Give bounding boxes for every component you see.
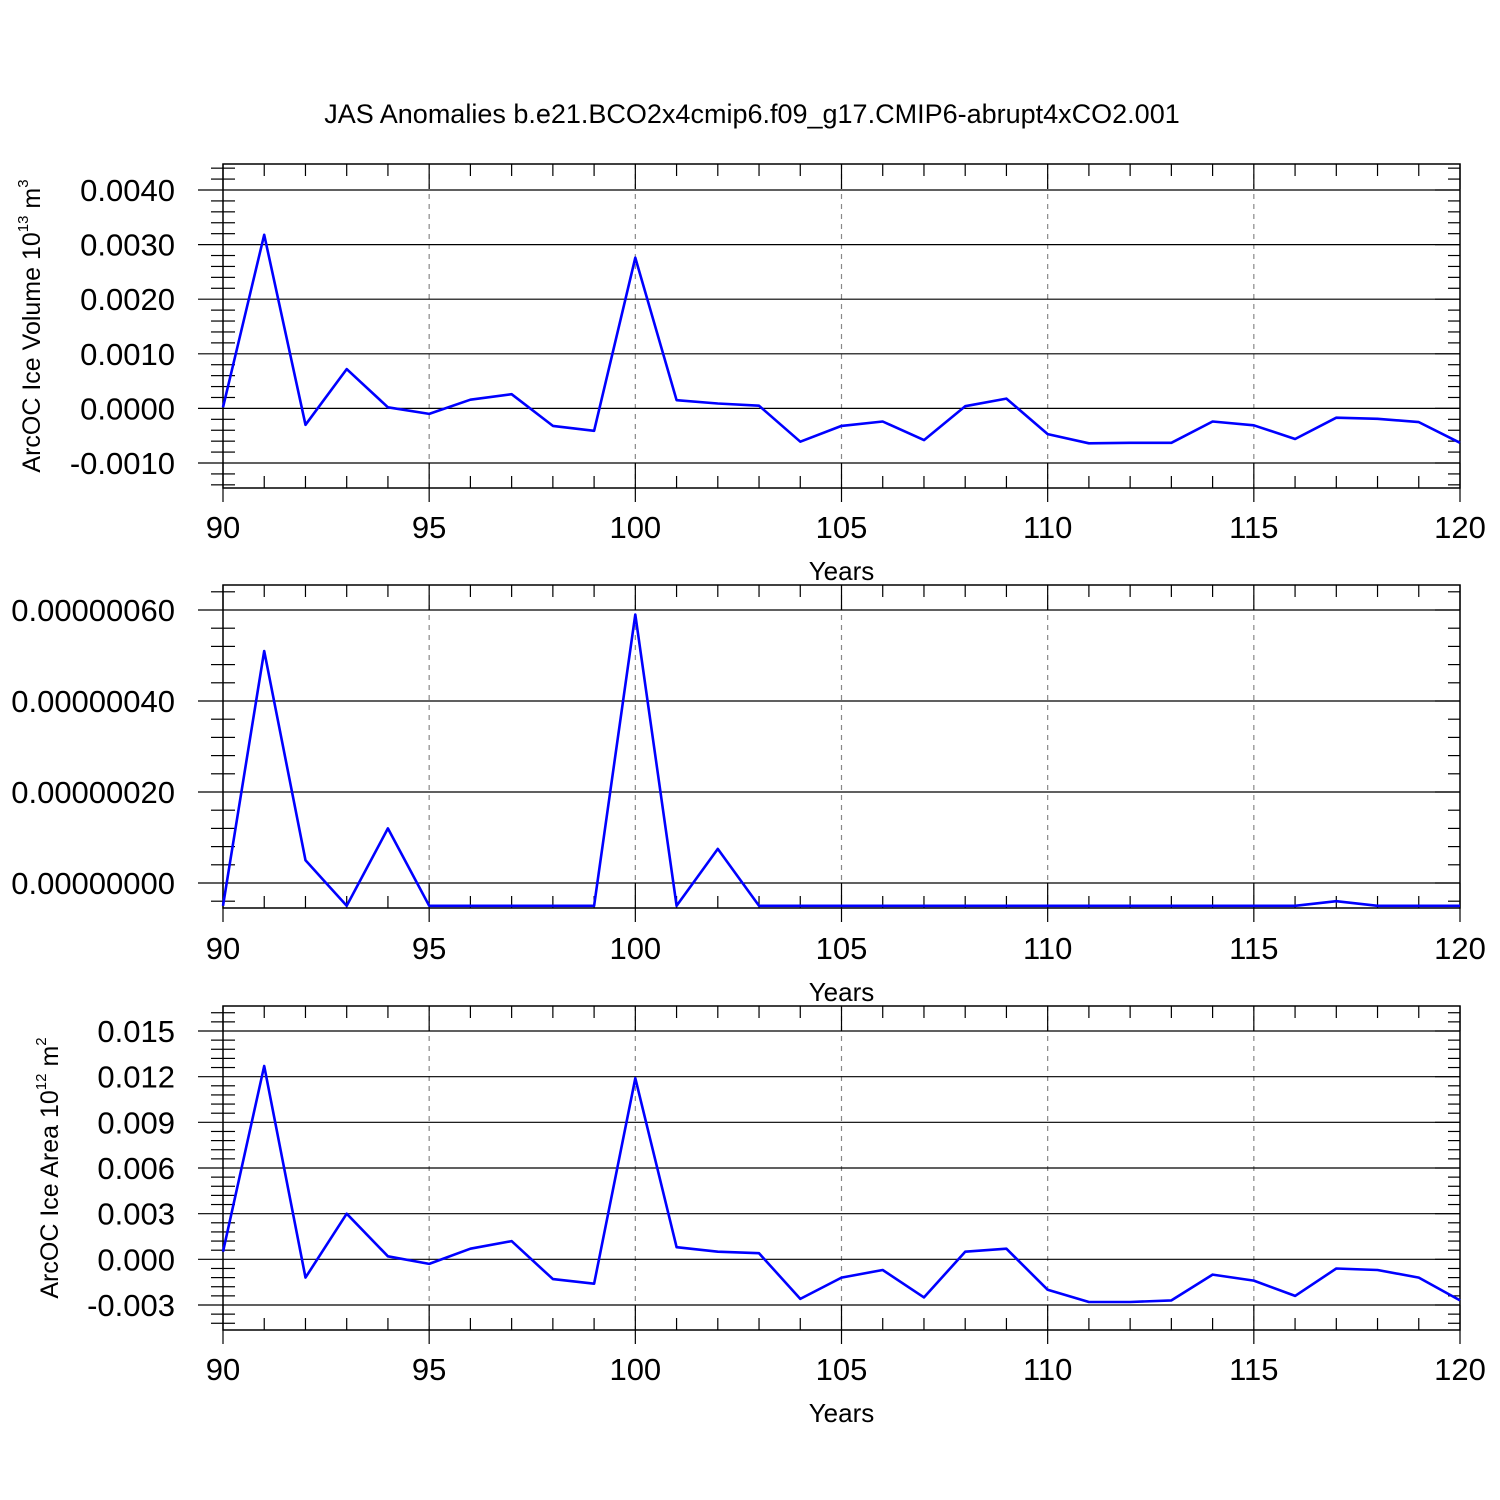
x-tick-label: 105 <box>816 510 868 545</box>
x-axis-label: Years <box>809 977 875 1007</box>
y-tick-label: -0.003 <box>87 1288 175 1323</box>
y-axis-label-exponent: 12 <box>33 1074 50 1091</box>
y-tick-label: 0.00000020 <box>11 775 175 810</box>
y-axis-label: ArcOC Ice Area 1012 m2 <box>33 1037 64 1298</box>
x-tick-label: 120 <box>1434 1352 1486 1387</box>
x-axis-label: Years <box>809 556 875 586</box>
series-line <box>221 233 1461 445</box>
y-tick-label: 0.000 <box>97 1242 175 1277</box>
x-tick-label: 90 <box>206 1352 240 1387</box>
y-axis-label-unit-exponent: 2 <box>33 1037 50 1045</box>
y-tick-label: 0.0010 <box>80 337 175 372</box>
figure-title: JAS Anomalies b.e21.BCO2x4cmip6.f09_g17.… <box>324 99 1179 129</box>
x-tick-label: 110 <box>1023 1352 1072 1387</box>
y-tick-label: 0.0000 <box>80 391 175 426</box>
x-tick-label: 95 <box>412 1352 446 1387</box>
x-tick-label: 120 <box>1434 931 1486 966</box>
y-tick-label: 0.0020 <box>80 282 175 317</box>
x-tick-label: 100 <box>609 931 661 966</box>
y-tick-label: 0.012 <box>97 1060 175 1095</box>
y-tick-label: 0.00000000 <box>11 866 175 901</box>
y-tick-label: 0.0030 <box>80 228 175 263</box>
panels: 90 95 100 105 110 115 120 -0.0010 0.0000 0.0010 0.… <box>11 163 1486 1428</box>
x-tick-label: 115 <box>1229 1352 1278 1387</box>
y-tick-label: 0.003 <box>97 1197 175 1232</box>
series-line <box>221 1064 1461 1304</box>
panel-3: 90 95 100 105 110 115 120 -0.003 0.000 0.003 0.006… <box>33 1005 1486 1428</box>
x-tick-label: 90 <box>206 510 240 545</box>
x-tick-label: 115 <box>1229 510 1278 545</box>
x-tick-label: 95 <box>412 510 446 545</box>
y-tick-label: 0.015 <box>97 1014 175 1049</box>
x-tick-label: 110 <box>1023 510 1072 545</box>
y-axis-label-unit: m <box>36 1046 64 1074</box>
y-tick-label: 0.00000040 <box>11 684 175 719</box>
y-tick-label: 0.009 <box>97 1105 175 1140</box>
x-tick-label: 110 <box>1023 931 1072 966</box>
x-tick-label: 115 <box>1229 931 1278 966</box>
x-tick-label: 100 <box>609 1352 661 1387</box>
series-line <box>221 613 1460 908</box>
y-axis-label-unit-exponent: 3 <box>15 179 32 187</box>
y-axis-label-exponent: 13 <box>15 216 32 233</box>
x-axis-label: Years <box>809 1398 875 1428</box>
y-axis-label: ArcOC Ice Volume 1013 m3 <box>15 179 46 472</box>
y-tick-label: -0.0010 <box>70 446 175 481</box>
x-tick-label: 90 <box>206 931 240 966</box>
panel-2: 90 95 100 105 110 115 120 0.00000000 0.00000020 0… <box>11 584 1486 1007</box>
x-tick-label: 105 <box>816 931 868 966</box>
panel-1: 90 95 100 105 110 115 120 -0.0010 0.0000 0.0010 0.… <box>15 163 1486 586</box>
y-axis-label-unit: m <box>18 188 46 216</box>
x-tick-label: 120 <box>1434 510 1486 545</box>
x-tick-label: 95 <box>412 931 446 966</box>
y-axis-label-main: ArcOC Ice Area 10 <box>36 1090 64 1298</box>
y-tick-label: 0.0040 <box>80 173 175 208</box>
y-axis-label-main: ArcOC Ice Volume 10 <box>18 232 46 472</box>
x-tick-label: 105 <box>816 1352 868 1387</box>
y-tick-label: 0.00000060 <box>11 593 175 628</box>
y-tick-label: 0.006 <box>97 1151 175 1186</box>
x-tick-label: 100 <box>609 510 661 545</box>
